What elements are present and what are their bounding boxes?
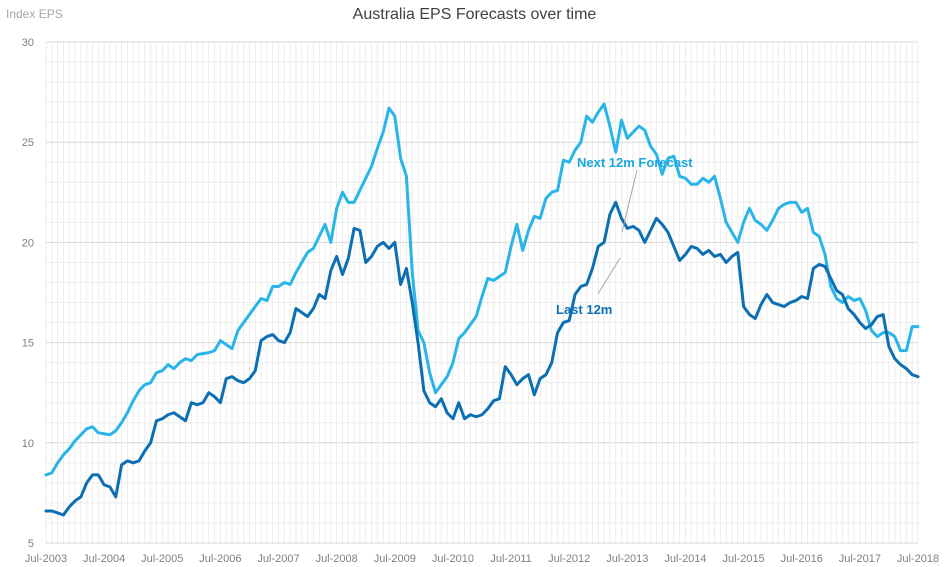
x-tick-label: Jul-2013 [606,553,648,565]
annotation-leader-last-12m [597,257,621,295]
annotation-last-12m: Last 12m [556,302,612,317]
y-tick-label: 30 [22,37,34,49]
x-tick-label: Jul-2009 [374,553,416,565]
x-tick-label: Jul-2014 [664,553,706,565]
series-lines [44,102,920,517]
x-tick-label: Jul-2018 [897,553,939,565]
x-tick-label: Jul-2011 [490,553,531,565]
x-tick-label: Jul-2005 [141,553,183,565]
annotation-leader-next-12m [621,169,638,233]
axes: 5 10 15 20 25 30 Jul-2003 Jul-2004 Jul-2005 Jul-2… [22,37,939,565]
y-tick-label: 25 [22,137,34,149]
x-tick-label: Jul-2008 [316,553,358,565]
x-tick-label: Jul-2010 [432,553,474,565]
x-tick-label: Jul-2016 [781,553,823,565]
x-tick-label: Jul-2007 [257,553,299,565]
gridlines [45,41,919,544]
y-tick-label: 5 [28,538,34,550]
series-line-last-12m [44,200,920,517]
y-tick-label: 15 [22,338,34,350]
x-tick-label: Jul-2006 [199,553,241,565]
y-tick-label: 20 [22,237,34,249]
x-tick-label: Jul-2004 [83,553,125,565]
x-tick-label: Jul-2017 [839,553,881,565]
y-tick-label: 10 [22,438,34,450]
chart-title: Australia EPS Forecasts over time [352,6,597,23]
annotation-next-12m-forecast: Next 12m Forecast [577,155,693,170]
y-axis-title: Index EPS [6,7,63,21]
annotations: Next 12m Forecast Last 12m [556,155,693,317]
x-tick-label: Jul-2012 [548,553,590,565]
series-line-next-12m-forecast [44,102,920,477]
x-tick-label: Jul-2015 [722,553,764,565]
x-tick-label: Jul-2003 [25,553,67,565]
